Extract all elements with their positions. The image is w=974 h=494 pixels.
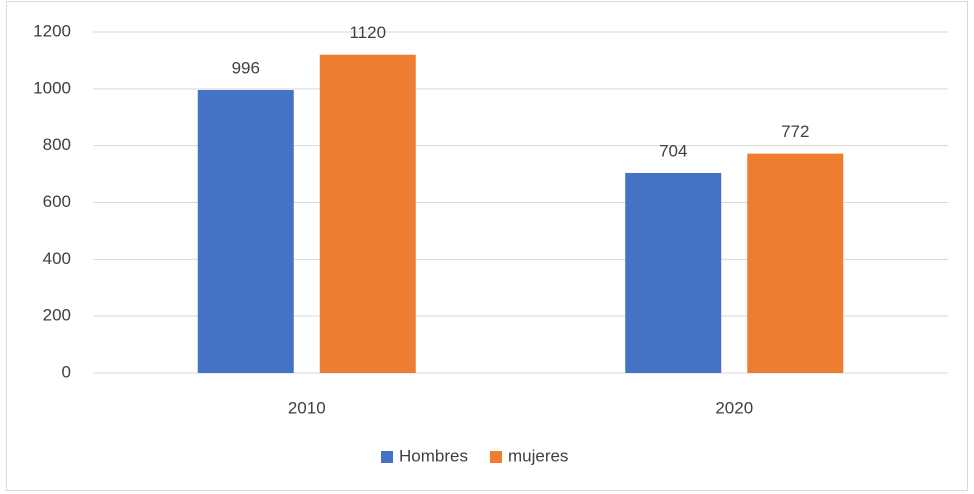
legend-swatch [489, 451, 502, 463]
bar [625, 172, 722, 373]
data-label: 772 [781, 122, 809, 141]
bar [319, 54, 416, 373]
y-tick-label: 1200 [33, 21, 71, 40]
y-tick-label: 400 [43, 249, 71, 268]
x-tick-label: 2010 [288, 398, 326, 417]
y-tick-label: 200 [43, 306, 71, 325]
legend-label: Hombres [399, 446, 468, 465]
data-label: 1120 [349, 23, 386, 42]
data-label: 704 [659, 141, 687, 160]
y-tick-label: 600 [43, 192, 71, 211]
x-tick-label: 2020 [715, 398, 753, 417]
y-tick-label: 1000 [33, 78, 71, 97]
y-tick-label: 800 [43, 135, 71, 154]
bar [747, 153, 844, 373]
data-label: 996 [232, 58, 260, 77]
bar [197, 89, 294, 373]
legend-swatch [381, 451, 393, 463]
y-tick-label: 0 [62, 362, 71, 381]
legend-label: mujeres [508, 446, 568, 465]
